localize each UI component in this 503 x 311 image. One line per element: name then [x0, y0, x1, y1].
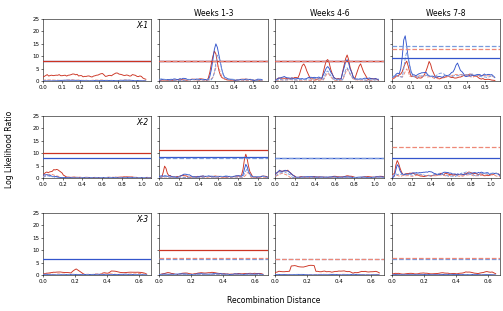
Text: X-1: X-1: [136, 21, 148, 30]
Text: X-3: X-3: [136, 215, 148, 224]
Title: Weeks 4-6: Weeks 4-6: [310, 9, 350, 18]
Text: X-2: X-2: [136, 118, 148, 127]
Text: Recombination Distance: Recombination Distance: [227, 296, 321, 305]
Text: Log Likelihood Ratio: Log Likelihood Ratio: [5, 111, 14, 188]
Title: Weeks 1-3: Weeks 1-3: [194, 9, 233, 18]
Title: Weeks 7-8: Weeks 7-8: [427, 9, 466, 18]
